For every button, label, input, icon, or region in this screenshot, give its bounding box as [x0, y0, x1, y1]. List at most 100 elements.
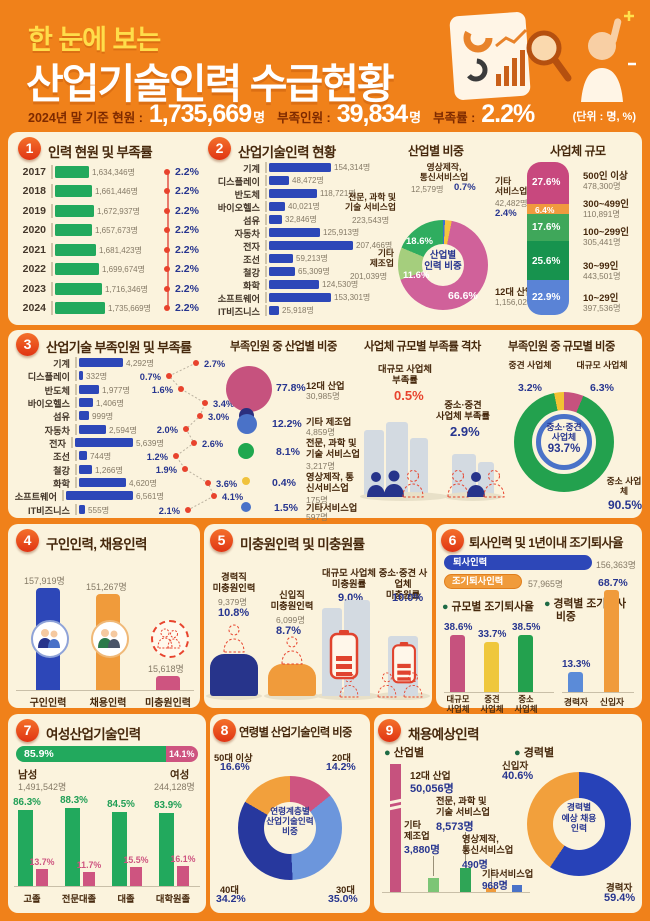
svg-text:3.6%: 3.6% — [216, 479, 238, 489]
person-head-icon — [588, 32, 616, 60]
bar-prof — [460, 868, 471, 892]
s3-gap-title: 사업체 규모별 부족률 격차 — [364, 341, 481, 353]
bubble-video — [242, 477, 250, 485]
bar-major12 — [390, 764, 401, 892]
retire-pill: 퇴사인력 — [444, 555, 592, 570]
bar-large — [450, 635, 465, 692]
person-arm-icon — [609, 18, 622, 44]
s2-row: 화학 124,530명 — [243, 279, 359, 291]
stat1-unit: 명 — [253, 110, 266, 125]
stat3-value: 2.2% — [481, 100, 535, 128]
magnifier-icon — [526, 30, 562, 66]
edu-female-bar — [83, 872, 95, 886]
panel-row1: 1 인력 현원 및 부족률 2017 1,634,346명 2.2% 2018 … — [8, 132, 642, 325]
svg-text:1.9%: 1.9% — [156, 465, 178, 475]
header-kicker: 한 눈에 보는 — [28, 25, 161, 55]
workers-icons — [367, 470, 505, 498]
gender-stacked-bar — [16, 746, 198, 762]
s3-row: 전자 5,639명 — [49, 437, 164, 449]
panel-section6: 6 퇴사인력 및 1년이내 조기퇴사율 퇴사인력 156,363명 조기퇴사인력… — [436, 524, 642, 713]
s3-row: 조선 744명 — [53, 450, 112, 462]
s3-row: 소프트웨어 6,561명 — [14, 490, 164, 502]
bubble-etc-svc — [241, 502, 251, 512]
section1-badge: 1 — [18, 137, 41, 160]
section7-title: 여성산업기술인력 — [46, 727, 141, 742]
s2-row: 조선 59,213명 — [243, 253, 328, 265]
dashed-person-icon — [223, 624, 245, 653]
panel-section8: 8 연령별 산업기술인력 비중 연령계층별 산업기술인력 비중 50대 이상 1… — [210, 714, 370, 913]
section6-title: 퇴사인력 및 1년이내 조기퇴사율 — [469, 536, 624, 550]
s1-row: 2021 1,681,423명 2.2% — [22, 243, 199, 257]
section1-title: 인력 현원 및 부족률 — [48, 145, 153, 160]
edu-male-bar — [18, 810, 33, 886]
stat2-value: 39,834 — [336, 100, 408, 128]
edu-male-bar — [112, 812, 127, 886]
blob-career — [210, 654, 258, 696]
s3-row: 섬유 999명 — [53, 410, 114, 422]
edu-female-bar — [177, 866, 189, 886]
s2-row: 섬유 32,846명 — [243, 214, 317, 226]
s3-row: 반도체 1,977명 — [44, 384, 131, 396]
s1-row: 2018 1,661,446명 2.2% — [22, 184, 199, 198]
bar-unfilled — [156, 676, 180, 690]
section5-badge: 5 — [210, 529, 233, 552]
svg-text:4.1%: 4.1% — [222, 492, 244, 502]
edu-female-bar — [130, 867, 142, 886]
s3-shortage-rate-line: 2.7% 0.7% 1.6% 3.4% 3.0% 2.0% 2.6% 1.2% … — [140, 359, 244, 516]
building-icon — [478, 462, 494, 496]
pie-icon — [463, 23, 493, 53]
section2-title: 산업기술인력 현황 — [238, 145, 336, 160]
bubble-prof — [238, 443, 254, 459]
svg-text:3.4%: 3.4% — [213, 399, 235, 409]
panel-section5: 5 미충원인력 및 미충원률 경력직 미충원인력 9,379명 10.8% 신입직… — [204, 524, 432, 708]
inner-ring — [536, 414, 592, 470]
s2-row: 바이오헬스 40,021명 — [217, 201, 320, 213]
dashed-person-icon — [339, 672, 359, 698]
s1-row: 2023 1,716,346명 2.2% — [22, 282, 199, 296]
battery-icon — [392, 642, 416, 684]
section8-title: 연령별 산업기술인력 비중 — [239, 727, 352, 739]
s3-share-title: 부족인원 중 산업별 비중 — [230, 341, 337, 353]
section4-title: 구인인력, 채용인력 — [46, 537, 147, 552]
edu-male-bar — [159, 813, 174, 886]
svg-text:2.0%: 2.0% — [157, 425, 179, 435]
section9-badge: 9 — [378, 719, 401, 742]
s1-row: 2019 1,672,937명 2.2% — [22, 204, 199, 218]
s3-row: IT비즈니스 555명 — [28, 504, 110, 516]
panel-section7: 7 여성산업기술인력 85.9% 14.1% 남성 1,491,542명 여성 … — [8, 714, 206, 913]
share-title: 산업별 비중 — [408, 144, 464, 158]
bar-experienced — [568, 672, 583, 692]
s3-row: 화학 4,620명 — [53, 477, 158, 489]
donut-center: 산업별 — [429, 250, 457, 261]
s1-row: 2020 1,657,673명 2.2% — [22, 223, 199, 237]
header-stats: 2024년 말 기준 현원 : 1,735,669 명 부족인원 : 39,83… — [28, 100, 548, 129]
stat2-label: 부족인원 : — [277, 111, 331, 125]
s2-row: IT비즈니스 25,918명 — [218, 305, 314, 317]
header-illustration — [449, 11, 636, 102]
panel-row2: 3 산업기술 부족인원 및 부족률 부족인원 중 산업별 비중 사업체 규모별 … — [8, 330, 642, 522]
page-title: 산업기술인력 수급현황 — [26, 61, 395, 107]
section8-badge: 8 — [213, 719, 236, 742]
paper-icon — [449, 12, 531, 100]
s1-row: 2017 1,634,346명 2.2% — [22, 165, 199, 179]
dot — [164, 169, 170, 175]
early-retire-pill: 조기퇴사인력 — [444, 574, 522, 589]
section9-title: 채용예상인력 — [408, 727, 480, 742]
panel-section4: 4 구인인력, 채용인력 157,919명 151,267명 15,618명 구… — [8, 524, 200, 709]
bar — [55, 166, 89, 178]
svg-text:2.7%: 2.7% — [204, 359, 226, 369]
bar-small — [518, 635, 533, 692]
s2-row: 철강 65,309명 — [243, 266, 330, 278]
s1-trendline — [167, 172, 169, 309]
edu-male-bar — [65, 808, 80, 886]
unit-note: (단위 : 명, %) — [572, 111, 636, 123]
s3-size-share-title: 부족인원 중 규모별 비중 — [508, 341, 615, 353]
s1-row: 2022 1,699,674명 2.2% — [22, 262, 199, 276]
s3-row: 기계 4,292명 — [53, 357, 155, 369]
stat2-unit: 명 — [409, 110, 422, 125]
person-body-icon — [581, 68, 623, 102]
svg-text:2.6%: 2.6% — [202, 439, 224, 449]
s2-row: 소프트웨어 153,301명 — [217, 292, 371, 304]
s2-row: 기계 154,314명 — [243, 162, 371, 174]
